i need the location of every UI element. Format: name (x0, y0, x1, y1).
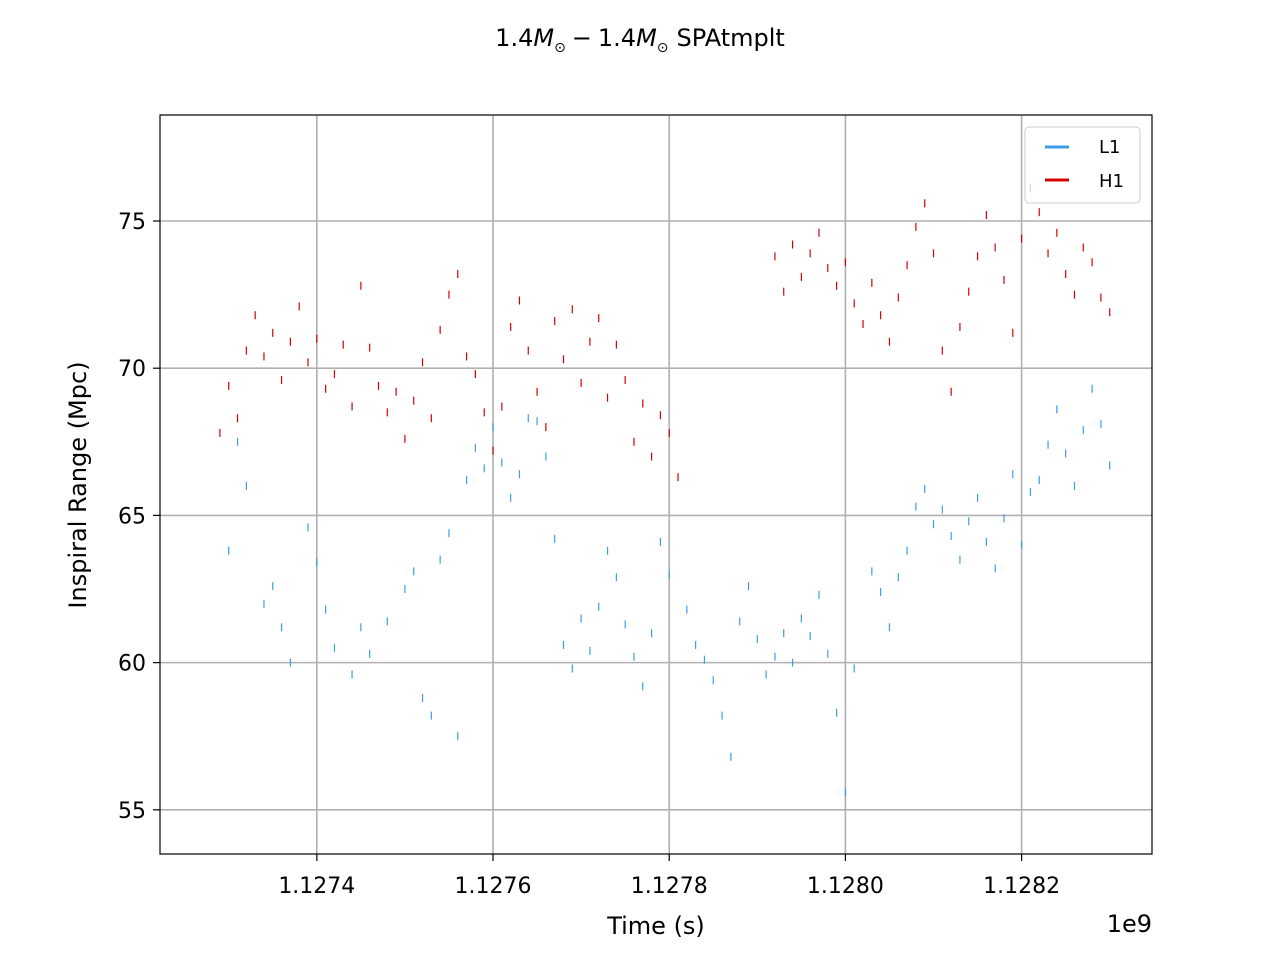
x-tick-label: 1.1280 (807, 874, 884, 899)
y-tick-label: 75 (118, 210, 146, 235)
y-tick-label: 65 (118, 504, 146, 529)
x-tick-label: 1.1278 (631, 874, 708, 899)
legend: L1 H1 (1025, 127, 1140, 203)
chart-title: 1.4M⊙ −1.4M⊙ SPAtmplt (495, 24, 785, 56)
x-axis-label: Time (s) (606, 912, 705, 940)
legend-label-l1: L1 (1099, 137, 1120, 158)
inspiral-range-chart: 1.4M⊙ −1.4M⊙ SPAtmplt 1.1274 1.1276 1.1278 1.… (0, 0, 1280, 960)
legend-label-h1: H1 (1099, 171, 1124, 192)
x-tick-label: 1.1276 (455, 874, 532, 899)
y-tick-label: 60 (118, 652, 146, 677)
x-tick-label: 1.1274 (278, 874, 355, 899)
y-tick-label: 55 (118, 799, 146, 824)
x-tick-label: 1.1282 (983, 874, 1060, 899)
y-tick-label: 70 (118, 357, 146, 382)
y-axis-label: Inspiral Range (Mpc) (64, 361, 92, 608)
x-offset-label: 1e9 (1107, 910, 1152, 938)
